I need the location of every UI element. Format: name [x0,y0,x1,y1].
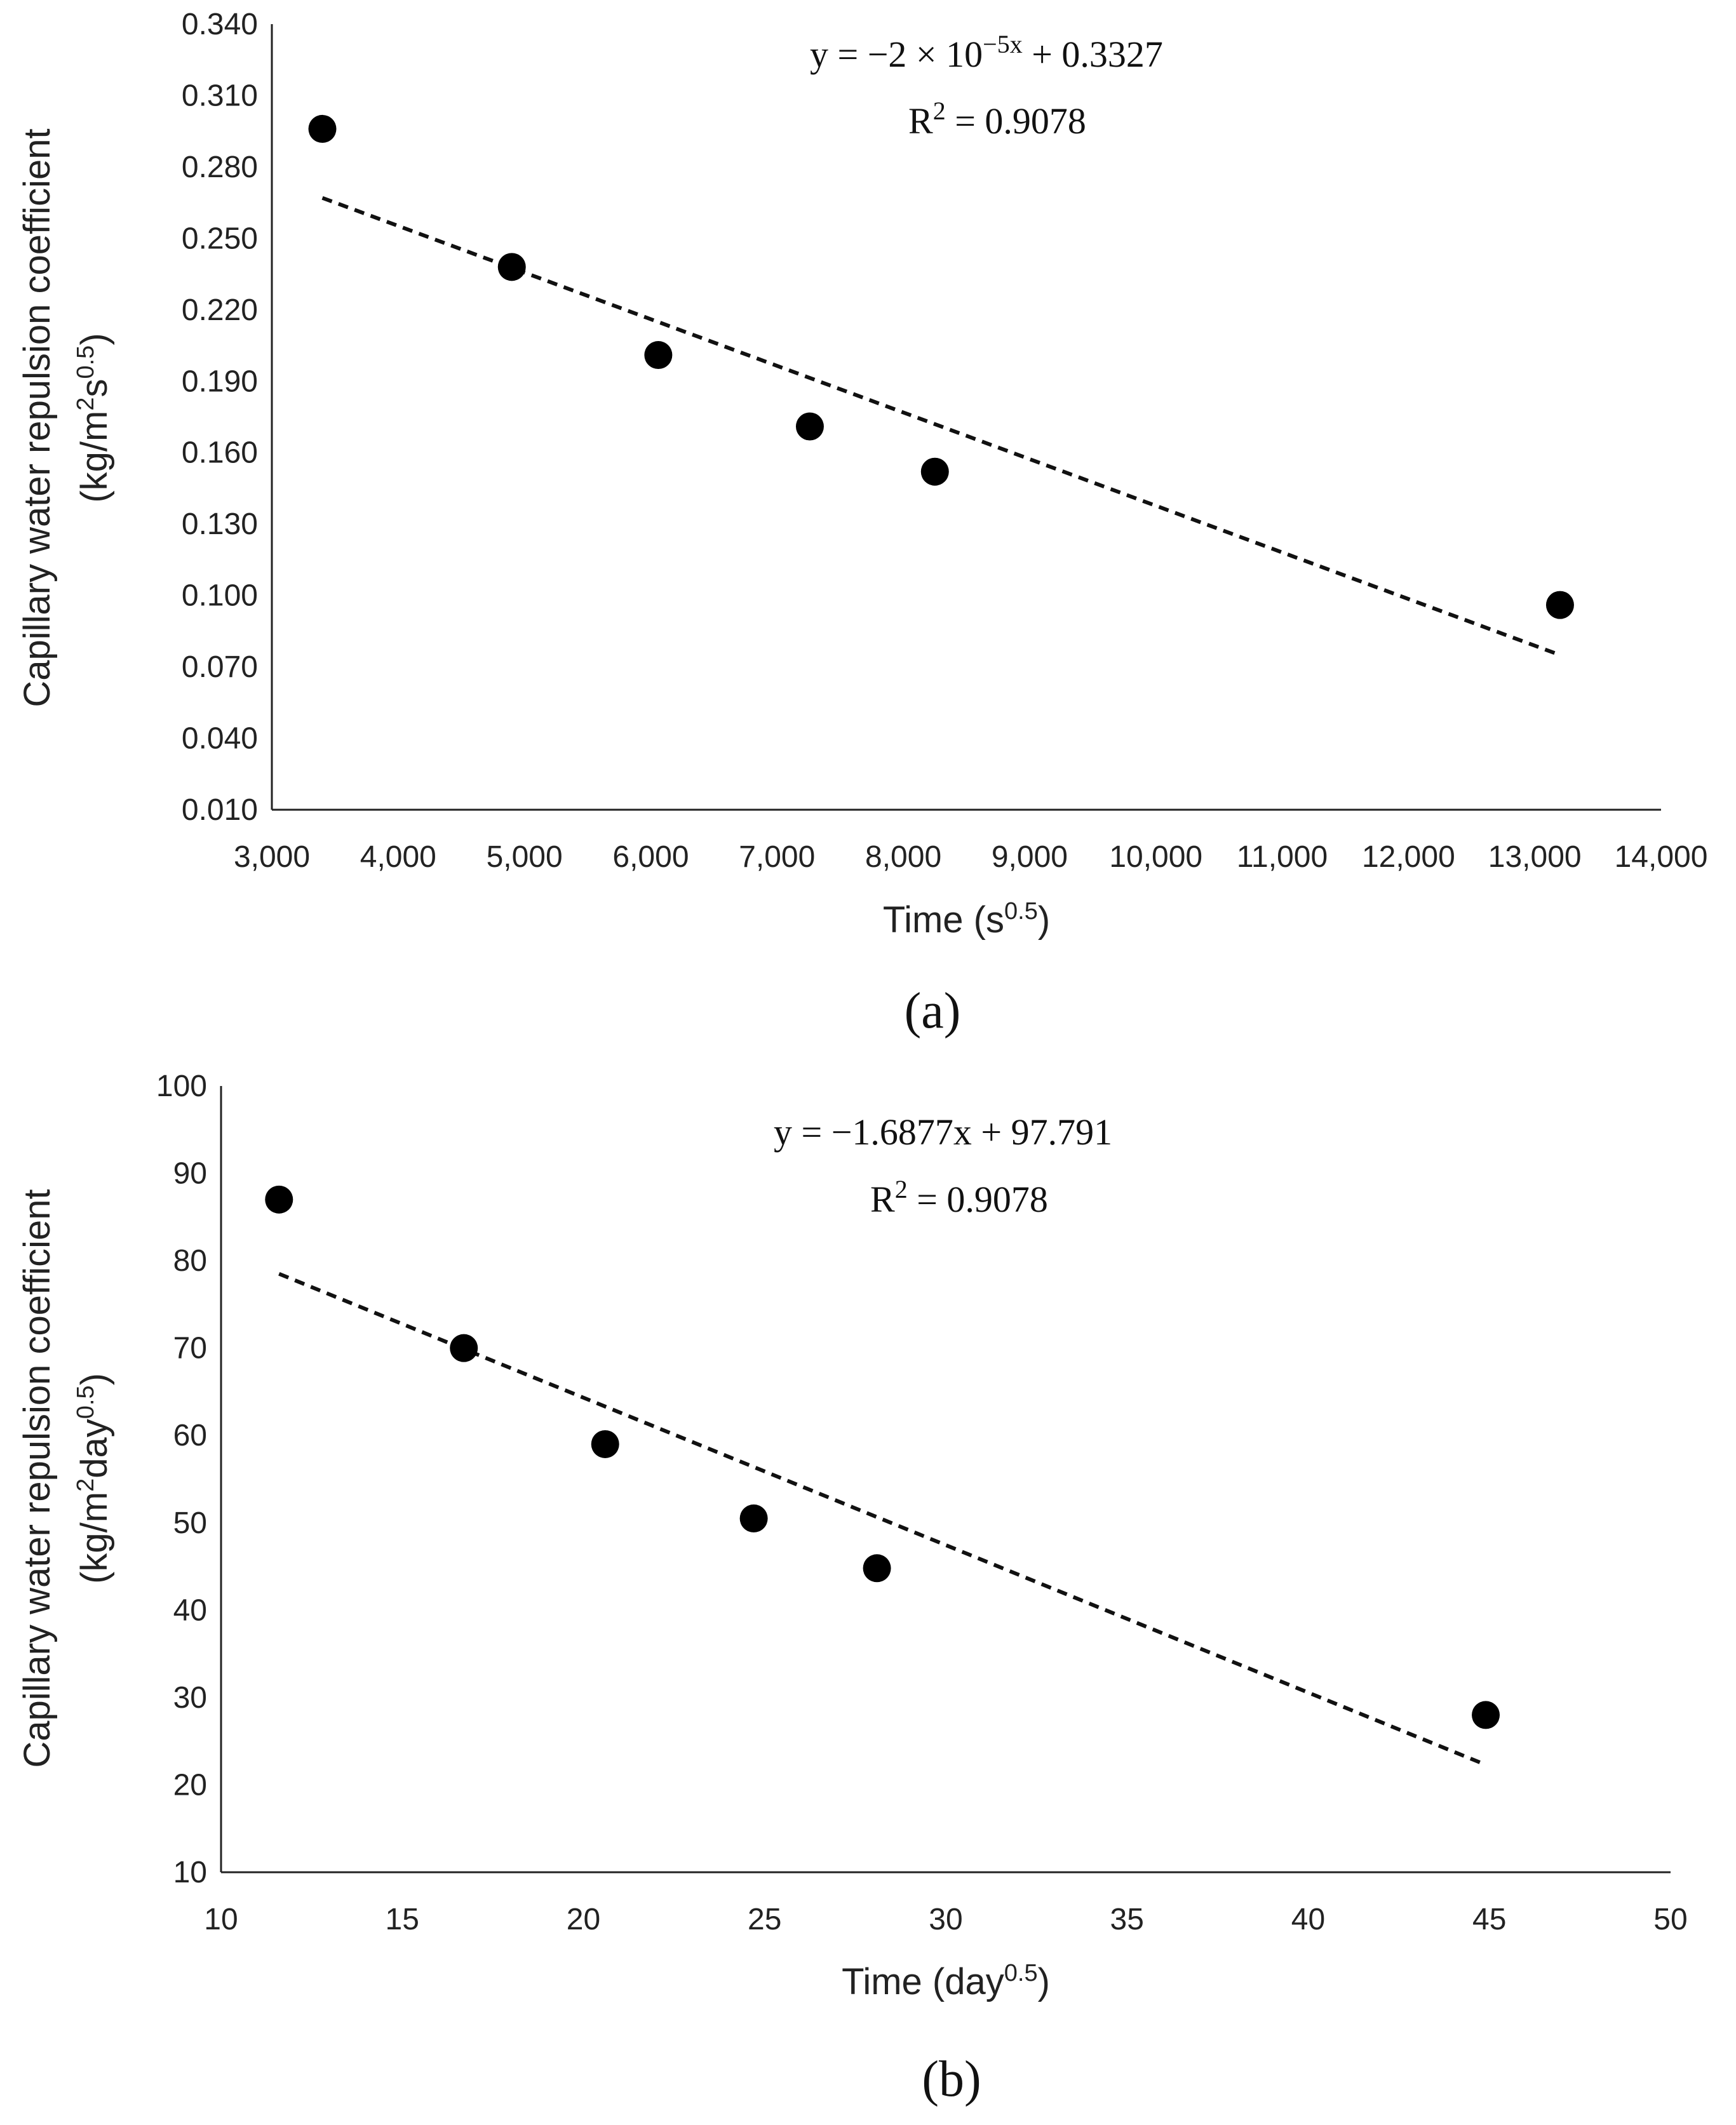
y-axis-title-prefix: (kg/m [74,411,115,503]
data-point [265,1185,293,1214]
y-tick-label: 0.250 [182,222,258,255]
y-tick-label: 0.160 [182,436,258,470]
trend-equation-suffix: + 0.3327 [1023,34,1163,75]
x-tick-label: 10 [204,1903,238,1936]
y-axis-title-line1: Capillary water repulsion coefficient [17,1189,58,1767]
trend-equation-sup: −5x [983,30,1023,58]
y-tick-label: 0.220 [182,293,258,327]
x-tick-label: 5,000 [487,840,563,874]
y-tick-label: 90 [173,1157,207,1191]
y-tick-label: 0.040 [182,722,258,756]
y-axis-title-end: ) [74,333,115,345]
trend-equation: y = −1.6877x + 97.791 [774,1111,1112,1153]
x-tick-label: 15 [386,1903,419,1936]
data-point [863,1554,891,1583]
x-tick-label: 14,000 [1615,840,1708,874]
x-axis-title: Time (day0.5) [842,1960,1050,2002]
x-axis-title: Time (s0.5) [883,898,1050,941]
data-point [308,114,337,143]
y-tick-label: 0.340 [182,8,258,41]
y-tick-label: 20 [173,1768,207,1802]
data-point [739,1504,768,1532]
caption-a: (a) [905,983,961,1039]
x-tick-label: 8,000 [865,840,941,874]
y-axis-title-line2: (kg/m2s0.5) [72,333,115,502]
x-tick-label: 4,000 [360,840,436,874]
x-tick-label: 35 [1110,1903,1144,1936]
trend-equation-main: y = −1.6877x + 97.791 [774,1111,1112,1153]
y-axis-title-mid: day [74,1419,115,1478]
x-axis-title-sup: 0.5 [1004,1960,1038,1987]
x-tick-label: 20 [567,1903,600,1936]
y-axis-title-end: ) [74,1373,115,1385]
x-tick-label: 12,000 [1362,840,1455,874]
x-tick-label: 10,000 [1109,840,1202,874]
x-axis-title-end: ) [1038,899,1050,941]
x-tick-label: 30 [929,1903,962,1936]
data-point [450,1334,478,1362]
trend-equation-main: y = −2 × 10 [810,34,983,75]
x-axis-title-end: ) [1038,1961,1050,2002]
y-tick-label: 0.190 [182,365,258,398]
y-tick-label: 0.310 [182,79,258,112]
x-tick-label: 3,000 [234,840,310,874]
x-tick-label: 11,000 [1237,840,1328,874]
x-tick-label: 7,000 [739,840,815,874]
data-point [1545,591,1574,619]
y-tick-label: 30 [173,1681,207,1715]
data-point [1472,1701,1500,1729]
trendline [278,1271,1487,1767]
data-point [644,341,673,370]
y-axis-title-prefix: (kg/m [74,1492,115,1584]
r-squared-sup: 2 [933,97,946,125]
r-squared-value: = 0.9078 [908,1179,1048,1220]
y-axis-title-sup2: 0.5 [72,345,99,379]
y-axis-title-sup1: 2 [72,1478,99,1492]
y-axis-title-sup2: 0.5 [72,1385,99,1419]
data-point [591,1430,619,1458]
y-tick-label: 50 [173,1506,207,1540]
r-squared-label: R [908,100,933,142]
x-axis-title-sup: 0.5 [1004,898,1038,925]
r-squared-sup: 2 [895,1175,908,1203]
y-tick-label: 0.010 [182,793,258,827]
x-tick-label: 40 [1291,1903,1325,1936]
r-squared: R2 = 0.9078 [870,1175,1048,1221]
y-tick-label: 10 [173,1856,207,1889]
caption-b: (b) [922,2051,981,2107]
y-tick-label: 0.130 [182,507,258,541]
y-axis-title-sup1: 2 [72,398,99,411]
y-tick-label: 100 [156,1069,207,1103]
x-axis-title-text: Time (s [883,899,1004,941]
y-axis-title-line1: Capillary water repulsion coefficient [17,128,58,707]
chart-panel-a: 0.010 0.040 0.070 0.100 0.130 0.160 0.190 0.220… [17,8,1707,941]
trendline [321,196,1561,657]
x-tick-label: 50 [1653,1903,1687,1936]
y-tick-label: 80 [173,1244,207,1278]
x-tick-label: 13,000 [1488,840,1582,874]
y-axis-title-line2: (kg/m2day0.5) [72,1373,115,1584]
x-tick-label: 6,000 [612,840,689,874]
chart-panel-b: 10 20 30 40 50 60 70 80 90 100 10 15 20 25 30 35 40 45 50 T… [17,1069,1688,2002]
r-squared: R2 = 0.9078 [908,97,1086,142]
data-point [795,412,824,441]
data-point [497,253,526,281]
y-axis-title-mid: s [74,379,115,398]
y-tick-label: 0.280 [182,151,258,184]
r-squared-label: R [870,1179,895,1220]
y-tick-label: 70 [173,1332,207,1365]
r-squared-value: = 0.9078 [946,100,1086,142]
data-point [920,457,949,486]
x-axis-title-text: Time (day [842,1961,1004,2002]
x-tick-label: 45 [1472,1903,1506,1936]
x-tick-label: 9,000 [992,840,1068,874]
y-tick-label: 40 [173,1593,207,1627]
x-tick-label: 25 [748,1903,781,1936]
trend-equation: y = −2 × 10−5x + 0.3327 [810,30,1163,76]
y-tick-label: 60 [173,1419,207,1452]
y-tick-label: 0.070 [182,650,258,684]
y-tick-label: 0.100 [182,579,258,613]
